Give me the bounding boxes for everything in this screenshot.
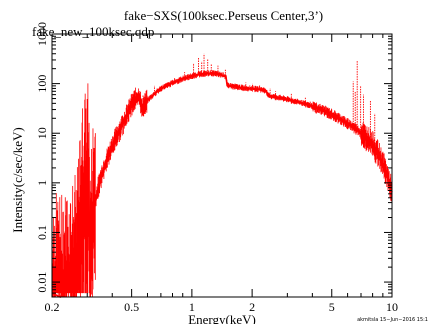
x-tick-label: 0.2: [45, 300, 60, 314]
x-tick-label: 5: [329, 300, 335, 314]
data-layer: [51, 53, 393, 298]
footer-timestamp: akmitsla 15−Jun−2016 15:1: [357, 317, 428, 323]
y-tick-label: 100: [35, 75, 49, 93]
plot-frame: [51, 33, 393, 298]
spectrum-series-line: [51, 72, 393, 298]
tick-layer: 0.2 0.5 1 2 5 10 0.01 0.1 1 10 100 1000: [35, 22, 398, 314]
x-axis-label: Energy(keV): [188, 312, 256, 324]
y-tick-label: 0.01: [35, 272, 49, 293]
y-tick-label: 1: [35, 180, 49, 186]
chart-subtitle: fake_new_100ksec.qdp: [32, 24, 155, 39]
x-tick-label: 10: [386, 300, 398, 314]
x-tick-label: 0.5: [124, 300, 139, 314]
y-tick-label: 10: [35, 127, 49, 139]
y-tick-label: 0.1: [35, 225, 49, 240]
chart-title: fake−SXS(100ksec.Perseus Center,3’): [123, 8, 324, 23]
y-tick-label: 1000: [35, 22, 49, 46]
x-tick-label: 2: [249, 300, 255, 314]
x-tick-label: 1: [189, 300, 195, 314]
